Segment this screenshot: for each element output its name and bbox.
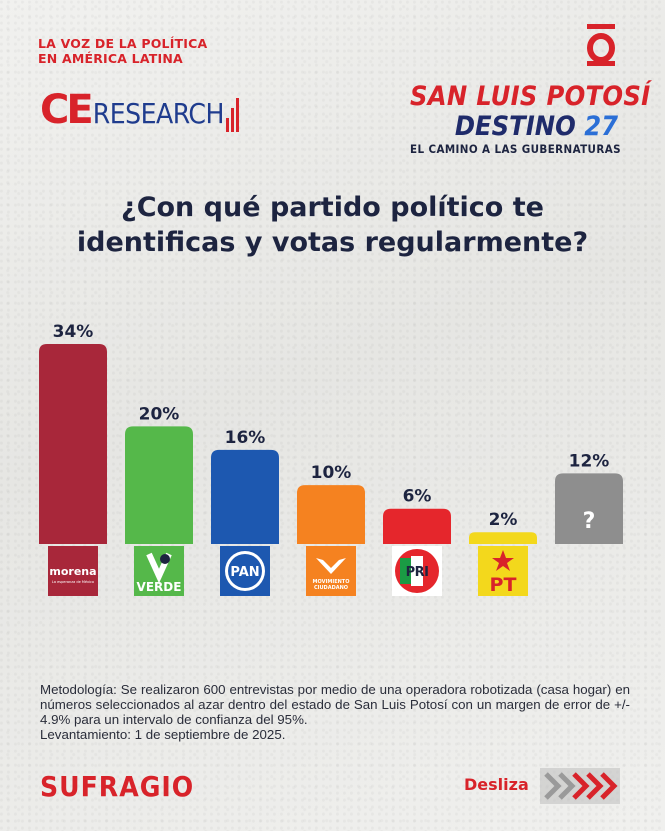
swipe-label[interactable]: Desliza (464, 775, 529, 794)
pt-logo-text: PT (490, 574, 517, 596)
sufragio-logo: SUFRAGIO (40, 770, 195, 803)
ce-research-logo: CE RESEARCH (40, 88, 239, 132)
bar-verde (125, 426, 193, 544)
tagline-line-1: LA VOZ DE LA POLÍTICA (38, 36, 208, 51)
value-label-morena: 34% (53, 322, 94, 342)
morena-logo-subtext: La esperanza de México (52, 580, 94, 584)
survey-question: ¿Con qué partido político te identificas… (40, 190, 625, 260)
pri-logo-red-band (423, 558, 434, 584)
bar-pan (211, 449, 279, 544)
unknown-question-mark: ? (583, 509, 596, 534)
mc-logo-eagle-mark (316, 558, 346, 574)
campaign-title-destino-word: DESTINO (454, 111, 585, 142)
bar-morena (39, 344, 107, 544)
survey-question-line-2: identificas y votas regularmente? (76, 227, 589, 258)
campaign-title-destino-year: 27 (584, 111, 618, 142)
swipe-arrows-icon[interactable] (540, 768, 620, 804)
pri-logo-white-band (411, 556, 423, 586)
bar-pri (383, 508, 451, 544)
value-label-verde: 20% (139, 404, 180, 424)
value-label-pt: 2% (489, 510, 518, 530)
survey-question-line-1: ¿Con qué partido político te (121, 192, 544, 223)
campaign-title-state: SAN LUIS POTOSÍ (410, 81, 651, 112)
tagline-line-2: EN AMÉRICA LATINA (38, 51, 183, 66)
bar-mc (297, 485, 365, 544)
campaign-title-destino: DESTINO 27 (410, 112, 630, 142)
mc-logo-text-line-1: MOVIMIENTO (313, 579, 350, 585)
methodology-note: Metodología: Se realizaron 600 entrevist… (40, 682, 630, 742)
campaign-subtitle: EL CAMINO A LAS GUBERNATURAS (410, 142, 621, 156)
morena-logo-icon (48, 546, 98, 596)
pan-logo-disc (228, 554, 262, 588)
campaign-title: SAN LUIS POTOSÍ DESTINO 27 EL CAMINO A L… (410, 81, 651, 157)
pri-logo-green-band (400, 558, 411, 584)
pan-logo-text: PAN (230, 565, 259, 580)
bar-pt (469, 532, 537, 544)
ce-logo-mark: CE (40, 87, 94, 133)
mc-logo-text-line-2: CIUDADANO (314, 585, 348, 591)
value-label-pri: 6% (403, 487, 432, 507)
fieldwork-date: Levantamiento: 1 de septiembre de 2025. (40, 727, 286, 742)
verde-logo-toucan-mark (160, 554, 170, 564)
pt-logo-star-icon (492, 550, 514, 571)
tagline: LA VOZ DE LA POLÍTICA EN AMÉRICA LATINA (38, 36, 207, 66)
verde-logo-text: VERDE (137, 580, 182, 594)
bar-unknown (555, 473, 623, 544)
ce-logo-bars-icon (225, 96, 239, 132)
morena-logo-text: morena (49, 565, 96, 578)
brand-o-logo-icon (587, 24, 615, 66)
ce-logo-wordmark: RESEARCH (92, 97, 225, 130)
value-label-pan: 16% (225, 428, 266, 448)
pri-logo-text: PRI (406, 565, 429, 580)
value-label-mc: 10% (311, 463, 352, 483)
party-bar-chart: 34% 20% 16% 10% 6% 2% 12%? morena La esperanza d… (39, 322, 623, 596)
value-label-unknown: 12% (569, 451, 610, 471)
methodology-text: Metodología: Se realizaron 600 entrevist… (40, 682, 630, 727)
